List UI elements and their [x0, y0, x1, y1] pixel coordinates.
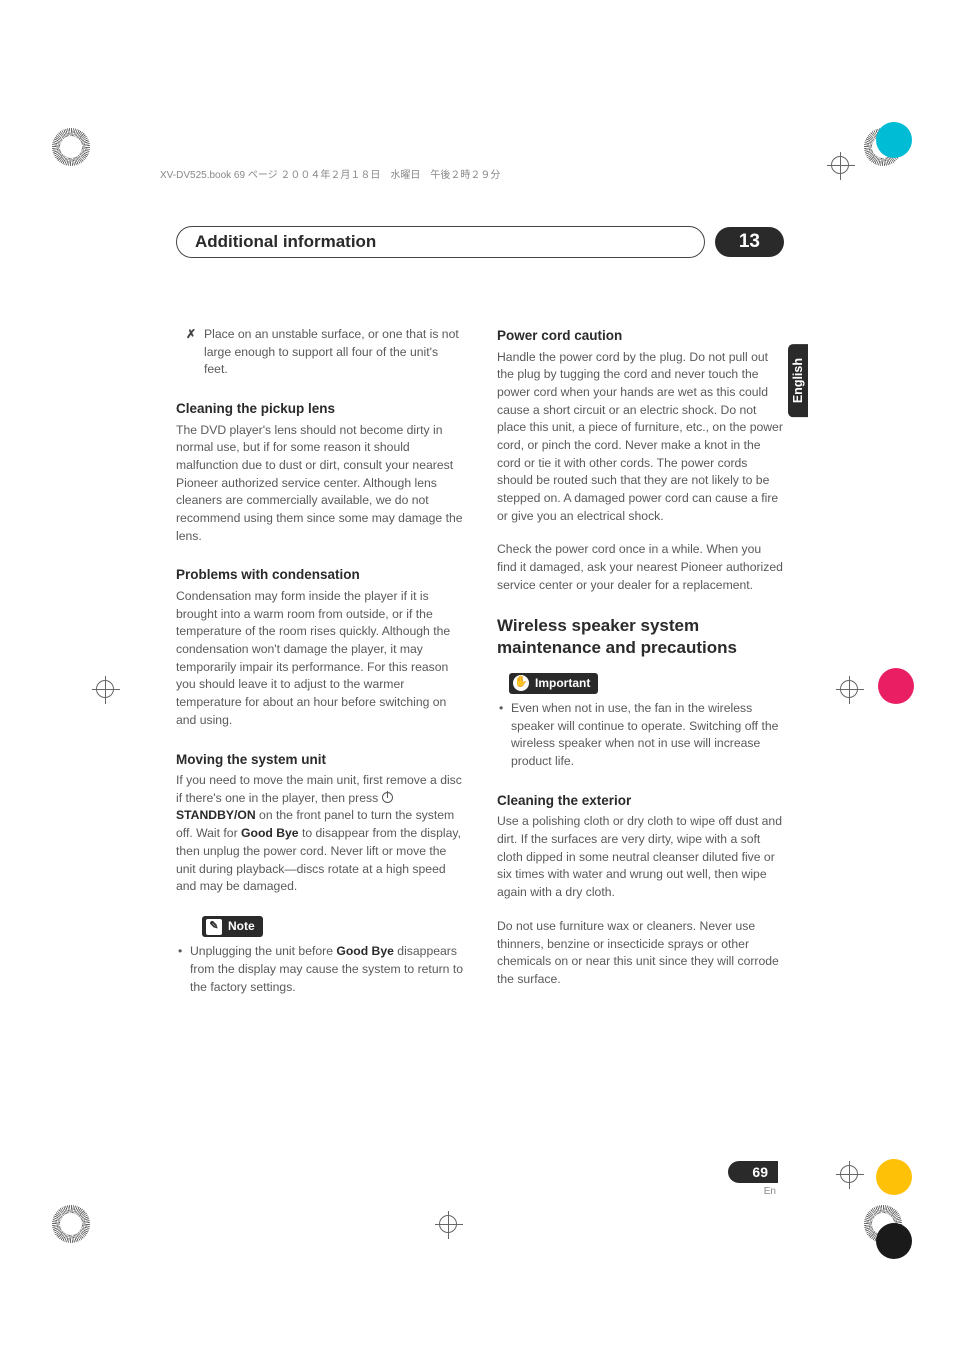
body-text: The DVD player's lens should not become …	[176, 422, 463, 546]
heading-line: maintenance and precautions	[497, 638, 737, 657]
print-header-line: XV-DV525.book 69 ページ ２００４年２月１８日 水曜日 午後２時…	[160, 166, 500, 181]
section-moving-unit: Moving the system unit If you need to mo…	[176, 750, 463, 896]
section-heading: Cleaning the exterior	[497, 791, 784, 811]
important-bullet: Even when not in use, the fan in the wir…	[497, 700, 784, 771]
text-run: Unplugging the unit before	[190, 944, 336, 958]
dont-item: Place on an unstable surface, or one tha…	[176, 326, 463, 379]
page-lang-label: En	[764, 1186, 776, 1197]
section-heading: Cleaning the pickup lens	[176, 399, 463, 419]
text-run: If you need to move the main unit, first…	[176, 773, 462, 805]
color-swatch-magenta	[878, 668, 914, 704]
column-left: Place on an unstable surface, or one tha…	[176, 326, 463, 1009]
color-swatch-cyan	[876, 122, 912, 158]
section-heading: Moving the system unit	[176, 750, 463, 770]
page-content: Additional information 13 Place on an un…	[176, 226, 784, 1009]
crop-mark-tl	[52, 128, 108, 184]
body-text: Do not use furniture wax or cleaners. Ne…	[497, 918, 784, 989]
language-tab: English	[788, 344, 808, 417]
important-block: ✋ Important Even when not in use, the fa…	[497, 673, 784, 771]
registration-mark	[831, 156, 849, 174]
note-bullet: Unplugging the unit before Good Bye disa…	[176, 943, 463, 996]
body-text: If you need to move the main unit, first…	[176, 772, 463, 896]
registration-mark	[96, 680, 114, 698]
section-cleaning-exterior: Cleaning the exterior Use a polishing cl…	[497, 791, 784, 989]
main-heading: Wireless speaker system maintenance and …	[497, 615, 784, 659]
chapter-number: 13	[715, 227, 784, 257]
important-label: Important	[535, 675, 590, 692]
body-text: Handle the power cord by the plug. Do no…	[497, 349, 784, 526]
important-badge: ✋ Important	[509, 673, 598, 694]
text-bold: Good Bye	[336, 944, 394, 958]
registration-mark	[840, 1165, 858, 1183]
section-power-cord: Power cord caution Handle the power cord…	[497, 326, 784, 595]
section-condensation: Problems with condensation Condensation …	[176, 565, 463, 729]
body-text: Use a polishing cloth or dry cloth to wi…	[497, 813, 784, 901]
crop-mark-bl	[52, 1205, 108, 1261]
page-number: 69	[728, 1161, 778, 1183]
color-swatch-black	[876, 1223, 912, 1259]
body-text: Condensation may form inside the player …	[176, 588, 463, 730]
chapter-title: Additional information	[176, 226, 705, 258]
chapter-title-bar: Additional information 13	[176, 226, 784, 258]
registration-mark	[439, 1215, 457, 1233]
column-right: Power cord caution Handle the power cord…	[497, 326, 784, 1009]
heading-line: Wireless speaker system	[497, 616, 699, 635]
section-cleaning-lens: Cleaning the pickup lens The DVD player'…	[176, 399, 463, 545]
registration-mark	[840, 680, 858, 698]
pencil-icon: ✎	[206, 919, 222, 935]
note-label: Note	[228, 918, 255, 935]
power-icon	[382, 792, 393, 803]
section-heading: Power cord caution	[497, 326, 784, 346]
hand-icon: ✋	[513, 675, 529, 691]
color-swatch-yellow	[876, 1159, 912, 1195]
text-bold: Good Bye	[241, 826, 299, 840]
text-bold: STANDBY/ON	[176, 808, 256, 822]
note-block: ✎ Note Unplugging the unit before Good B…	[176, 916, 463, 996]
text-columns: Place on an unstable surface, or one tha…	[176, 326, 784, 1009]
note-badge: ✎ Note	[202, 916, 263, 937]
body-text: Check the power cord once in a while. Wh…	[497, 541, 784, 594]
section-heading: Problems with condensation	[176, 565, 463, 585]
